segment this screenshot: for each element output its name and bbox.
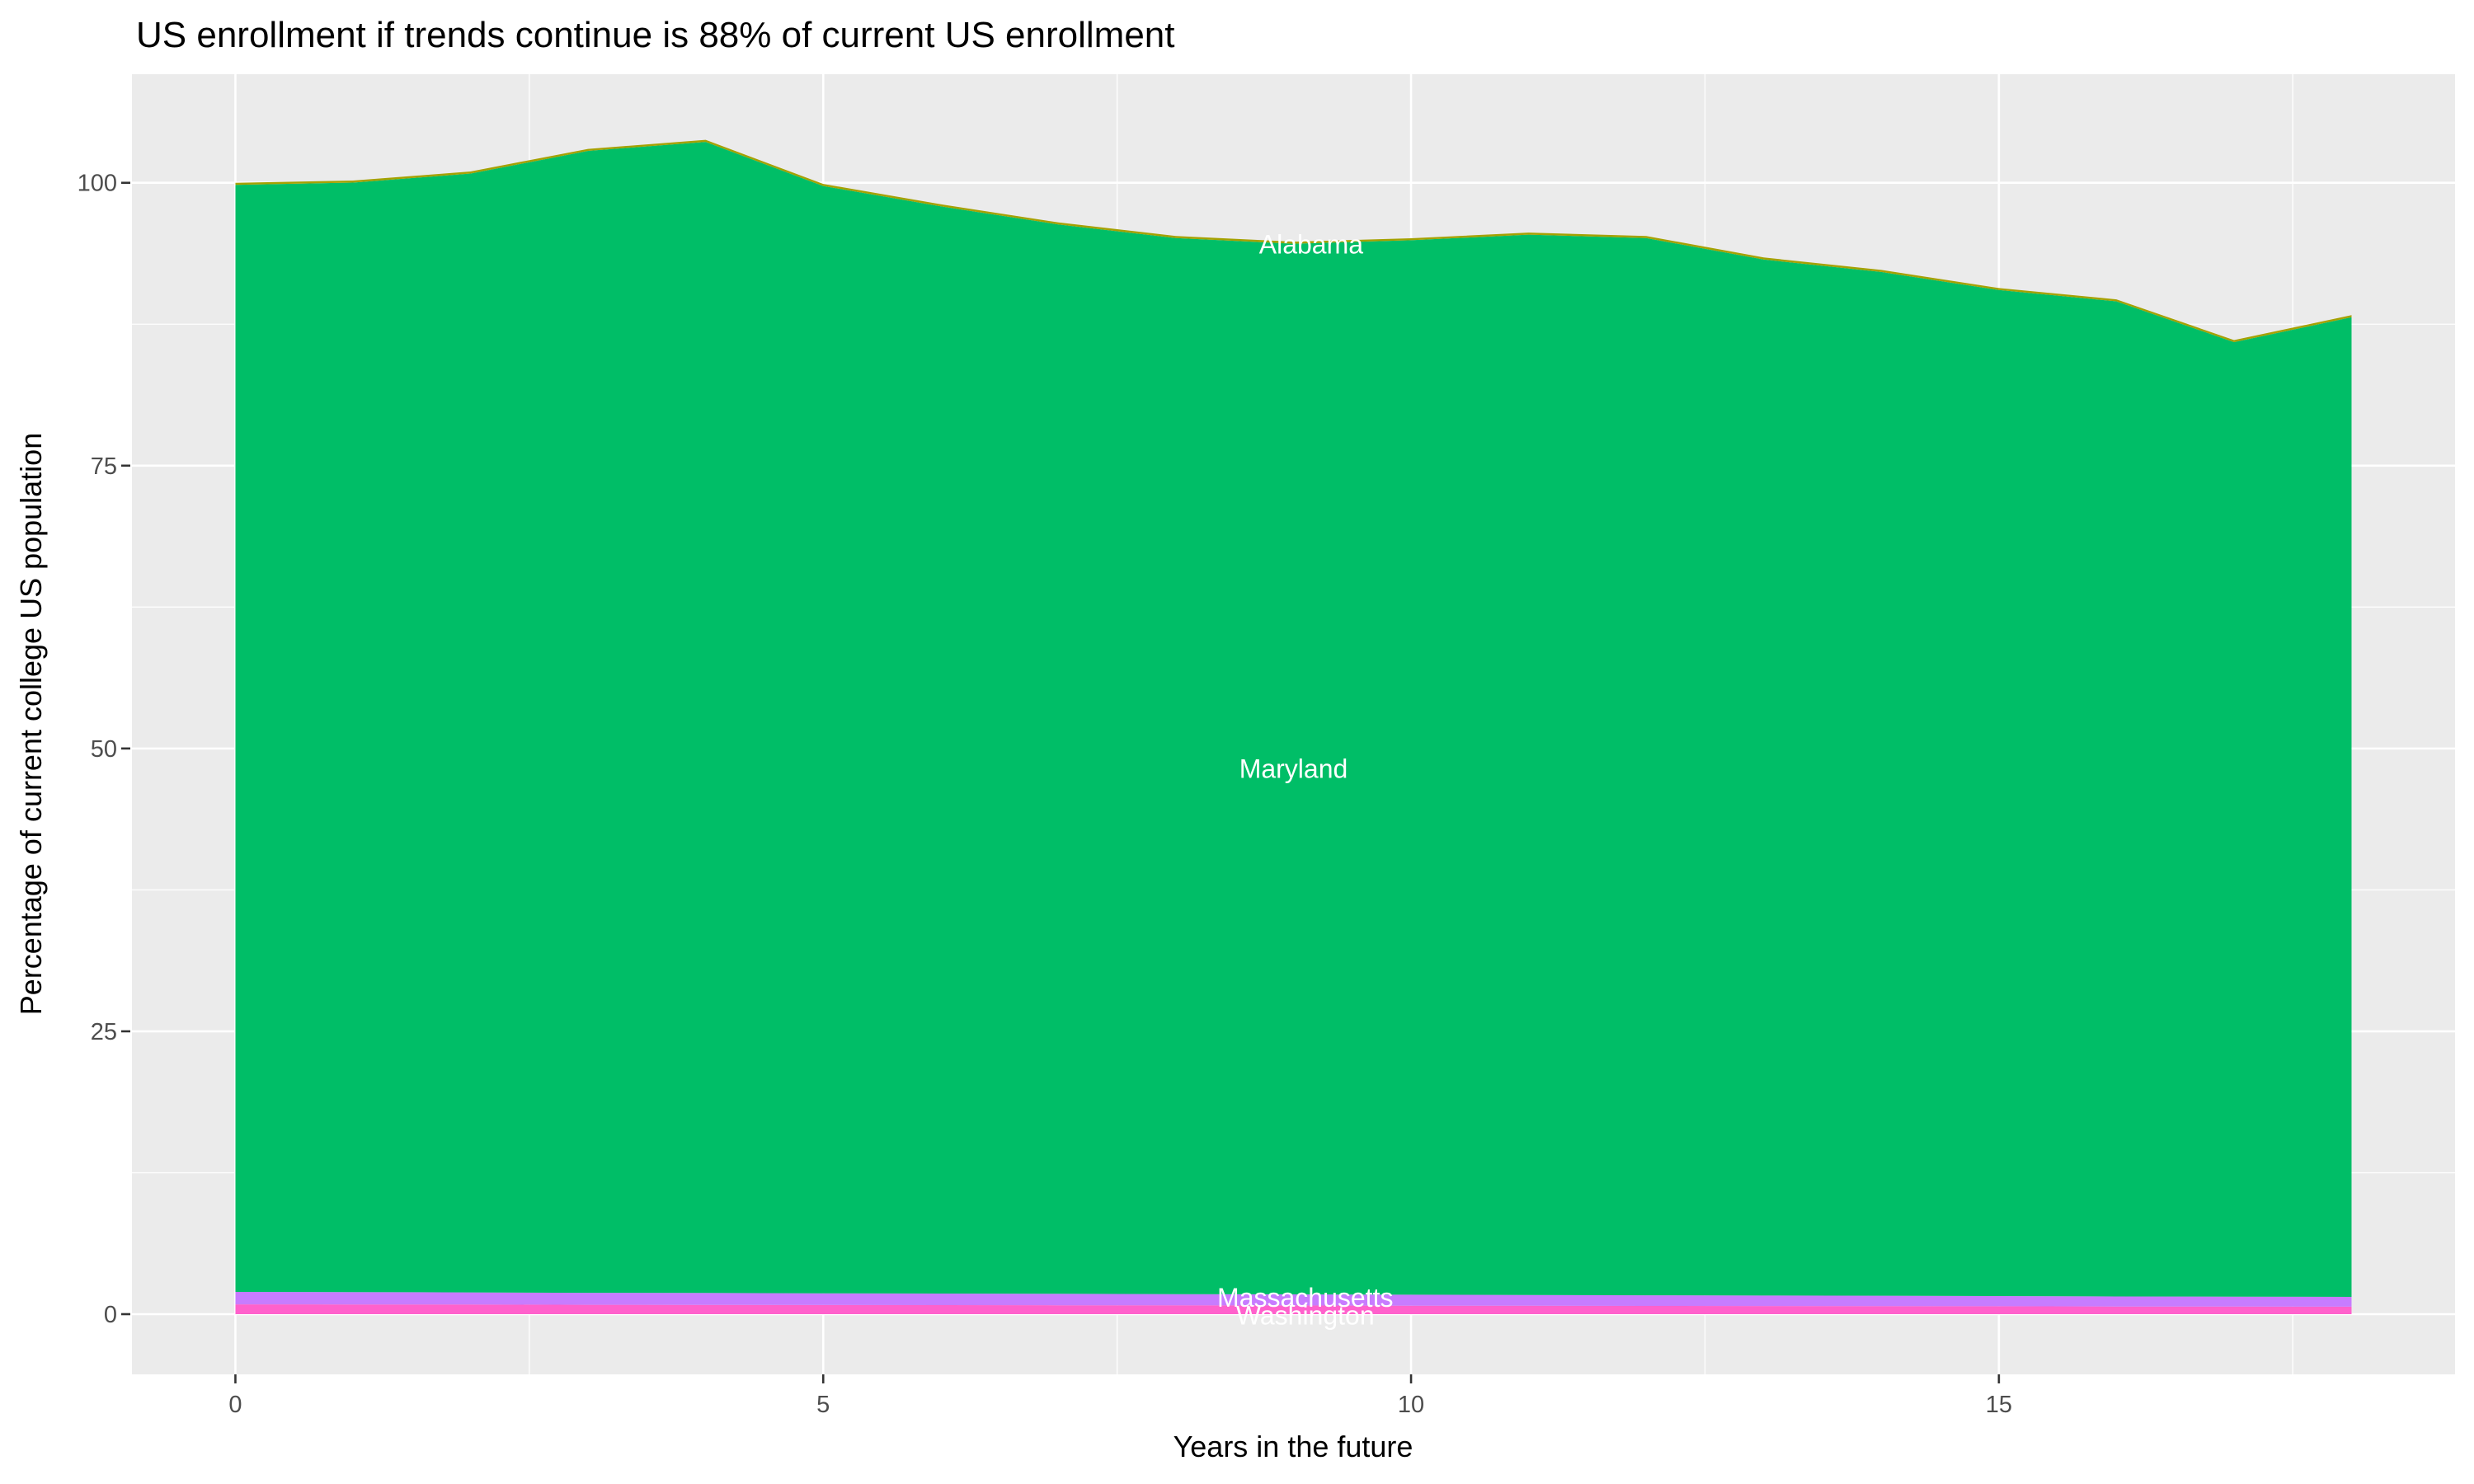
x-tick-label: 5 [816,1392,830,1418]
y-tick-label: 25 [91,1019,117,1045]
plot-area-group: 0 5 10 15 0 25 50 75 100 Alabama Maryland Massachus… [78,74,2455,1418]
area-maryland [235,142,2352,1298]
y-tick-label: 100 [78,171,117,197]
area-label-maryland: Maryland [1239,754,1348,784]
x-tick-label: 0 [228,1392,242,1418]
area-label-massachusetts: Massachusetts [1217,1283,1393,1313]
area-washington [235,1304,2352,1314]
area-label-alabama: Alabama [1259,230,1364,260]
y-tick-label: 0 [104,1302,117,1328]
x-tick-label: 15 [1986,1392,2012,1418]
area-massachusetts [235,1292,2352,1307]
area-label-washington: Washington [1236,1300,1375,1330]
plot-title: US enrollment if trends continue is 88% … [136,15,1174,55]
y-tick-label: 75 [91,453,117,480]
y-tick-label: 50 [91,736,117,763]
y-axis-title: Percentage of current college US populat… [14,433,48,1015]
x-axis-title: Years in the future [1174,1430,1413,1463]
x-tick-label: 10 [1398,1392,1424,1418]
